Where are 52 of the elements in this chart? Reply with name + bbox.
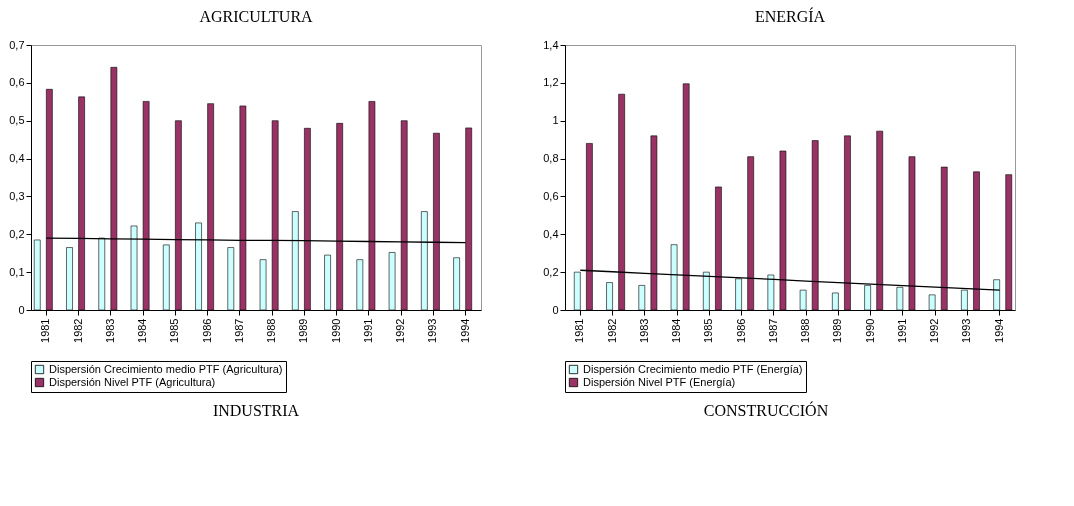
y-tick-label: 0,4	[543, 227, 559, 240]
x-tick-label: 1990	[329, 318, 342, 343]
x-tick-label: 1990	[863, 318, 876, 343]
x-tick-label: 1986	[200, 318, 213, 343]
x-tick-label: 1994	[458, 318, 471, 343]
y-tick-label: 1	[552, 114, 559, 127]
x-tick-label: 1987	[232, 318, 245, 343]
y-tick-label: 0,3	[9, 189, 25, 202]
x-tick-label: 1991	[895, 318, 908, 343]
x-tick-label: 1989	[831, 318, 844, 343]
x-tick-label: 1981	[39, 318, 52, 343]
x-tick-label: 1985	[702, 318, 715, 343]
chart-title: AGRICULTURA	[199, 8, 314, 25]
y-tick-label: 0,6	[543, 189, 559, 202]
y-tick-label: 1,2	[543, 76, 559, 89]
x-tick-label: 1983	[103, 318, 116, 343]
x-tick-label: 1994	[992, 318, 1005, 343]
x-tick-label: 1982	[605, 318, 618, 343]
x-tick-label: 1984	[670, 318, 683, 343]
text: CONSTRUCCIÓN	[703, 401, 829, 419]
x-tick-label: 1992	[394, 318, 407, 343]
text: INDUSTRIA	[212, 402, 300, 419]
x-tick-label: 1986	[734, 318, 747, 343]
x-tick-label: 1985	[168, 318, 181, 343]
x-tick-label: 1987	[766, 318, 779, 343]
x-tick-label: 1981	[573, 318, 586, 343]
x-tick-label: 1993	[960, 318, 973, 343]
legend-label: Dispersión Crecimiento medio PTF (Energía)	[583, 362, 803, 375]
y-tick-label: 0,6	[9, 76, 25, 89]
legend-label: Dispersión Crecimiento medio PTF (Agricultura)	[49, 362, 283, 375]
x-tick-label: 1984	[136, 318, 149, 343]
chart-title: ENERGÍA	[754, 7, 826, 25]
y-tick-label: 0,5	[9, 114, 25, 127]
y-tick-label: 0,7	[9, 38, 25, 51]
y-tick-label: 0,2	[9, 227, 25, 240]
y-tick-label: 0,4	[9, 152, 25, 165]
x-tick-label: 1993	[426, 318, 439, 343]
y-tick-label: 1,4	[543, 38, 559, 51]
legend-label: Dispersión Nivel PTF (Energía)	[583, 375, 736, 388]
legend-label: Dispersión Nivel PTF (Agricultura)	[49, 375, 216, 388]
y-tick-label: 0	[18, 303, 25, 316]
x-tick-label: 1982	[71, 318, 84, 343]
y-tick-label: 0,2	[543, 265, 559, 278]
x-tick-label: 1988	[799, 318, 812, 343]
y-tick-label: 0,8	[543, 152, 559, 165]
y-tick-label: 0,1	[9, 265, 25, 278]
x-tick-label: 1992	[928, 318, 941, 343]
y-tick-label: 0	[552, 303, 559, 316]
x-tick-label: 1988	[265, 318, 278, 343]
x-tick-label: 1989	[297, 318, 310, 343]
x-tick-label: 1991	[361, 318, 374, 343]
x-tick-label: 1983	[637, 318, 650, 343]
